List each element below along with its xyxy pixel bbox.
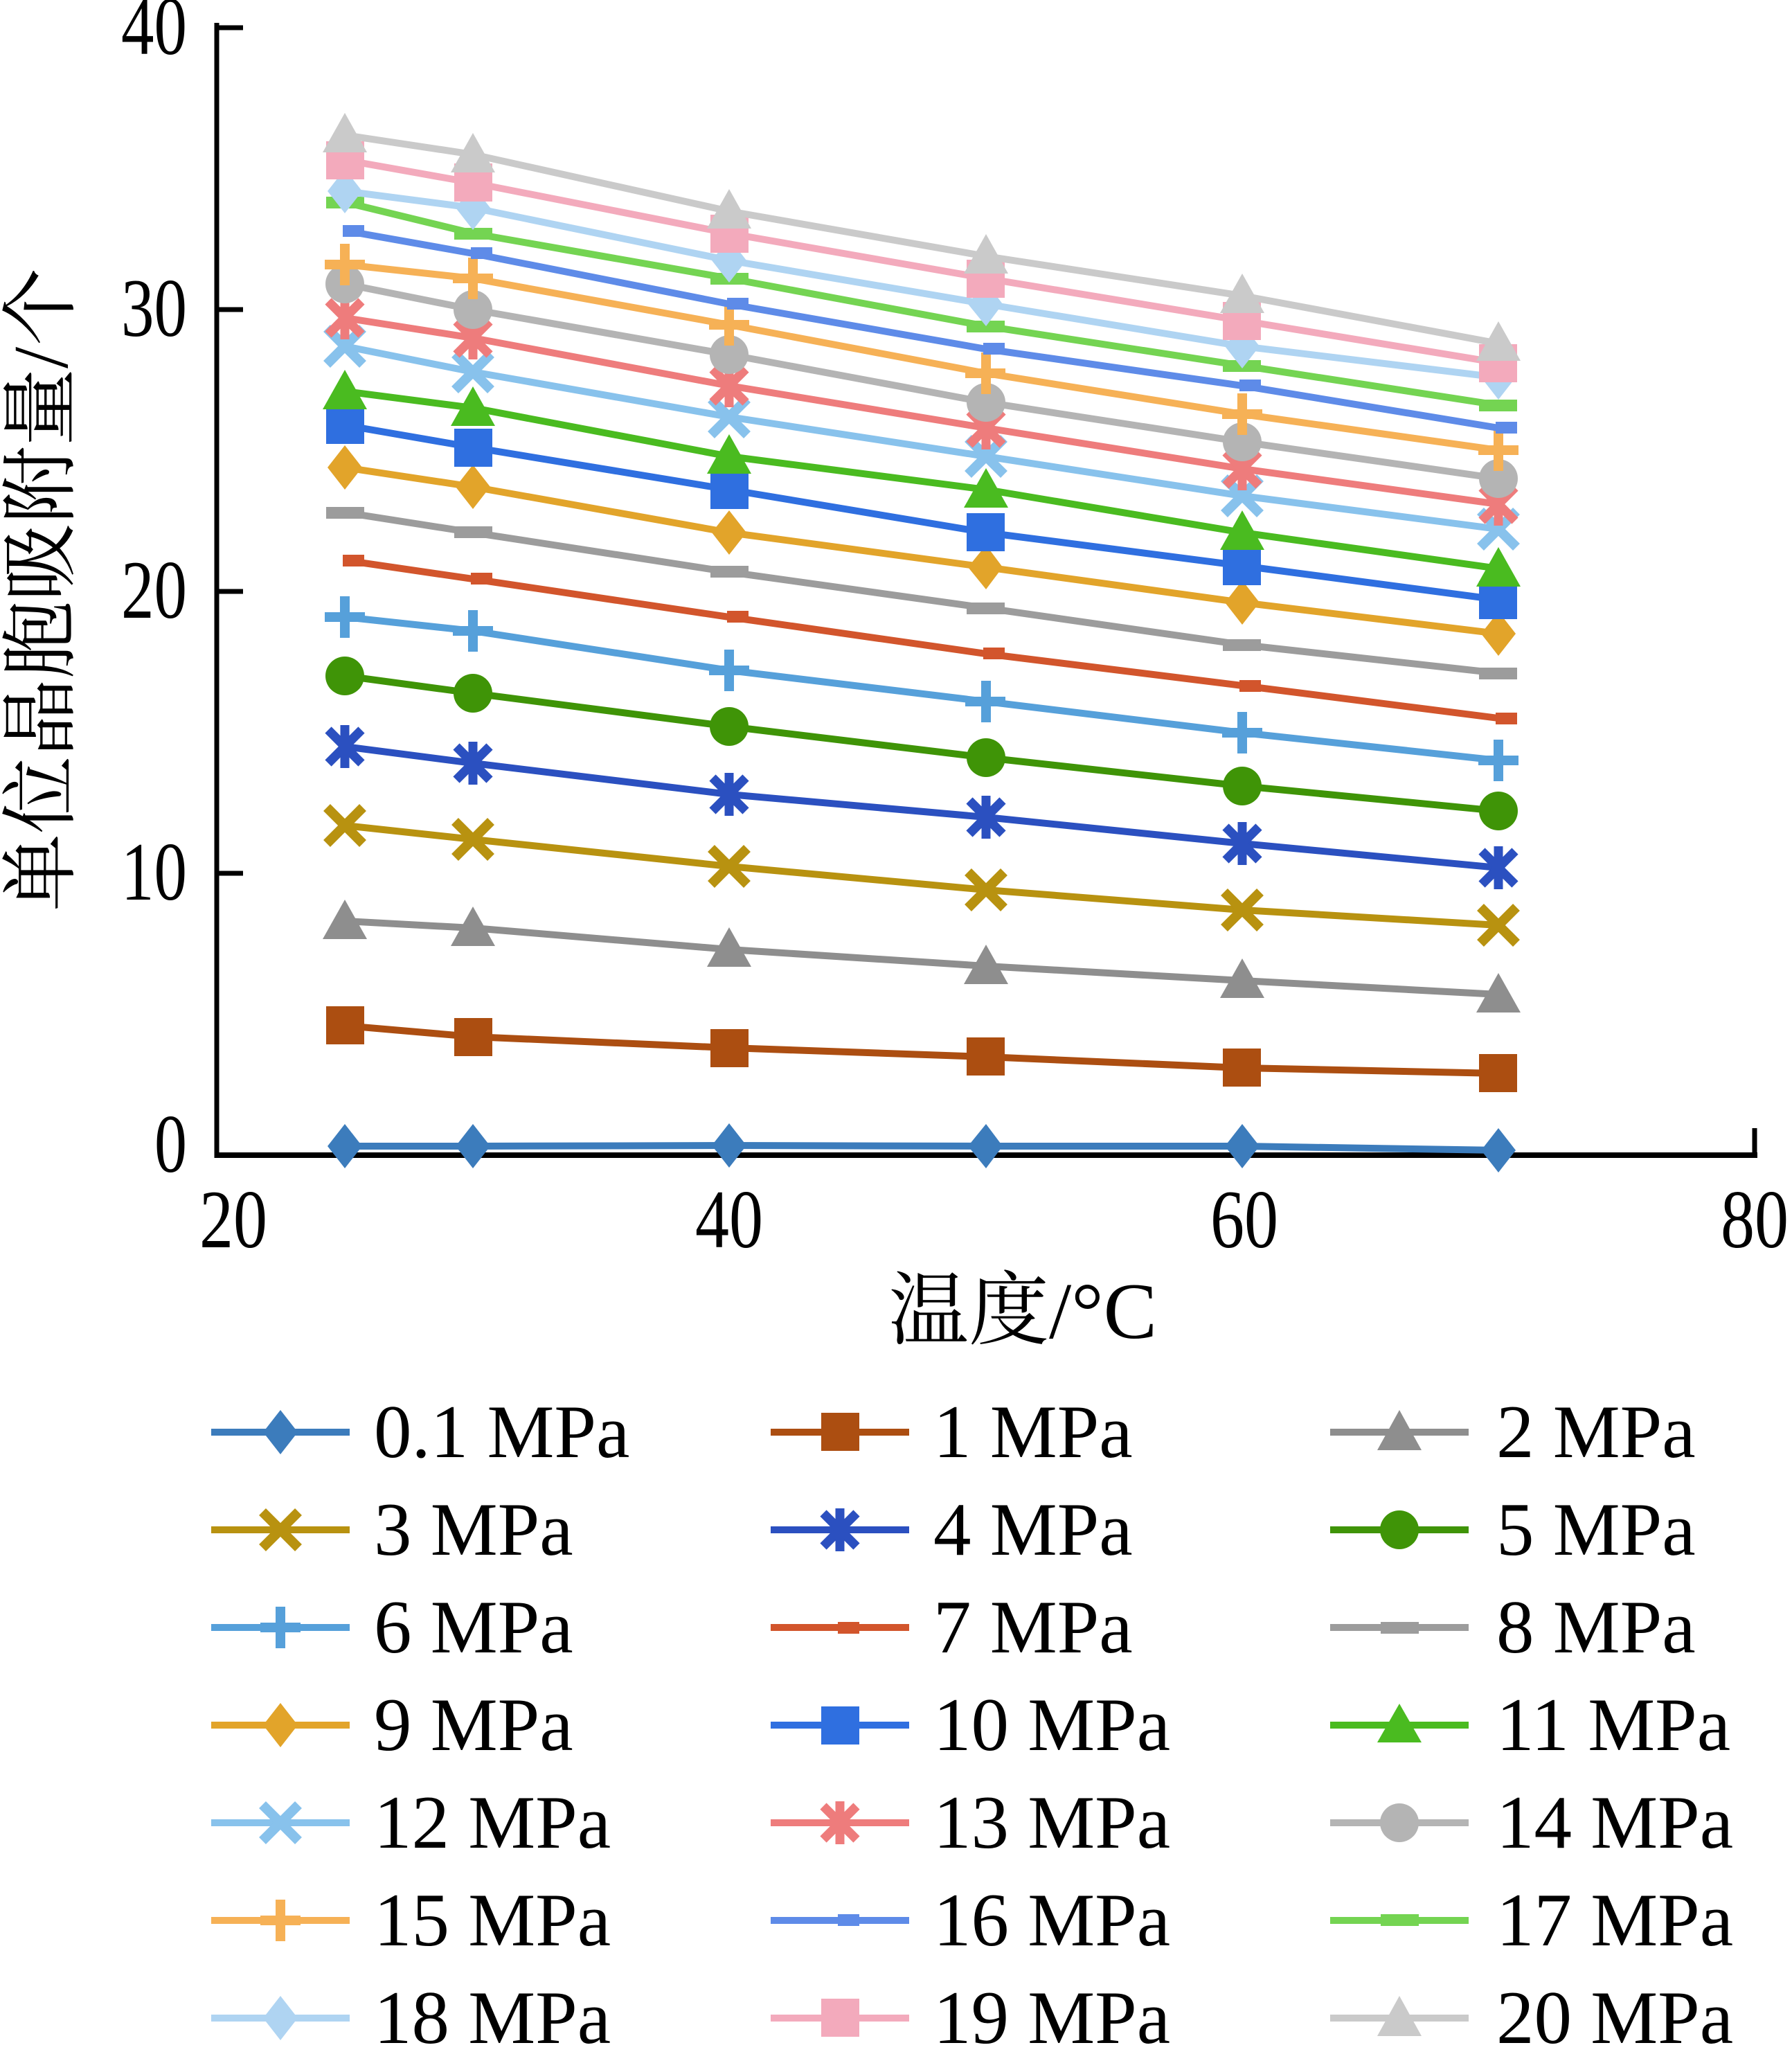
svg-text:20 MPa: 20 MPa — [1496, 1976, 1733, 2049]
svg-text:16 MPa: 16 MPa — [933, 1878, 1170, 1962]
svg-text:20: 20 — [199, 1173, 267, 1265]
svg-text:10 MPa: 10 MPa — [933, 1683, 1170, 1767]
svg-text:12 MPa: 12 MPa — [374, 1781, 611, 1864]
svg-text:6 MPa: 6 MPa — [374, 1585, 573, 1669]
svg-text:2 MPa: 2 MPa — [1496, 1390, 1696, 1474]
svg-text:9 MPa: 9 MPa — [374, 1683, 573, 1767]
svg-text:4 MPa: 4 MPa — [933, 1488, 1133, 1571]
svg-text:5 MPa: 5 MPa — [1496, 1488, 1696, 1571]
svg-text:30: 30 — [121, 262, 187, 354]
svg-text:0.1 MPa: 0.1 MPa — [374, 1390, 629, 1474]
svg-text:80: 80 — [1721, 1173, 1789, 1265]
svg-text:40: 40 — [121, 0, 187, 72]
svg-text:40: 40 — [695, 1173, 763, 1265]
svg-text:13 MPa: 13 MPa — [933, 1781, 1170, 1864]
svg-text:11 MPa: 11 MPa — [1496, 1683, 1730, 1767]
svg-text:1 MPa: 1 MPa — [933, 1390, 1133, 1474]
svg-text:10: 10 — [121, 826, 187, 918]
svg-text:17 MPa: 17 MPa — [1496, 1878, 1733, 1962]
svg-text:18 MPa: 18 MPa — [374, 1976, 611, 2049]
svg-text:19 MPa: 19 MPa — [933, 1976, 1170, 2049]
svg-text:8 MPa: 8 MPa — [1496, 1585, 1696, 1669]
svg-text:14 MPa: 14 MPa — [1496, 1781, 1733, 1864]
svg-text:/°C: /°C — [1049, 1267, 1157, 1356]
svg-text:0: 0 — [154, 1098, 187, 1190]
svg-text:7 MPa: 7 MPa — [933, 1585, 1133, 1669]
svg-text:60: 60 — [1210, 1173, 1278, 1265]
svg-text:15 MPa: 15 MPa — [374, 1878, 611, 1962]
svg-text:3 MPa: 3 MPa — [374, 1488, 573, 1571]
svg-text:/: / — [0, 346, 84, 368]
svg-text:20: 20 — [121, 544, 187, 636]
